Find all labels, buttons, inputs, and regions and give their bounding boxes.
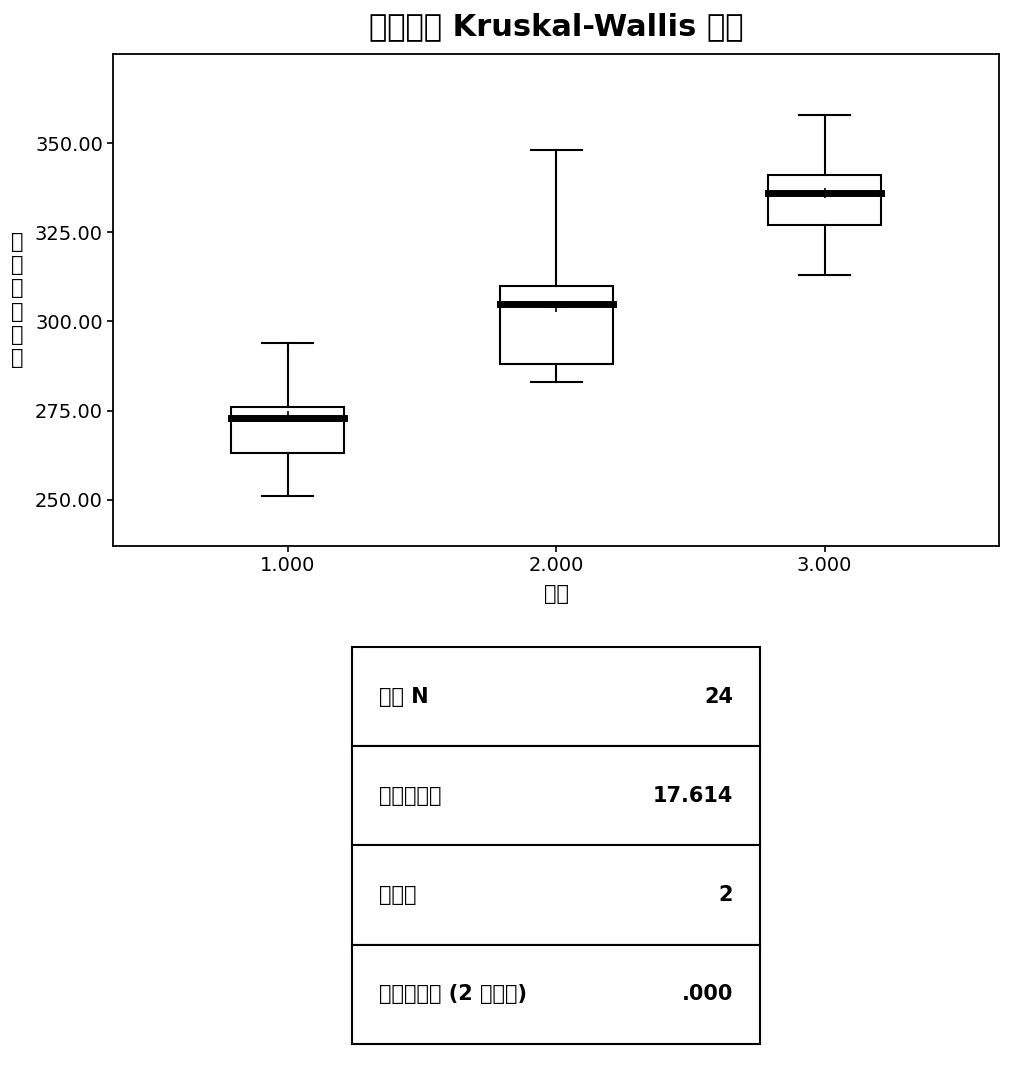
Text: 測試統計量: 測試統計量: [379, 786, 442, 806]
Text: 漸進題著性 (2 遙檢定): 漸進題著性 (2 遙檢定): [379, 984, 527, 1004]
Bar: [232, 407, 344, 454]
FancyBboxPatch shape: [352, 846, 760, 944]
Text: 24: 24: [705, 687, 733, 707]
Y-axis label: 親
水
性
溶
酶
素: 親 水 性 溶 酶 素: [11, 232, 24, 368]
Text: .000: .000: [682, 984, 733, 1004]
Bar: [500, 286, 613, 364]
Text: 自由度: 自由度: [379, 885, 416, 905]
FancyBboxPatch shape: [352, 944, 760, 1044]
Text: 總數 N: 總數 N: [379, 687, 428, 707]
FancyBboxPatch shape: [352, 648, 760, 746]
Title: 独立樣本 Kruskal-Wallis 檢定: 独立樣本 Kruskal-Wallis 檢定: [369, 12, 744, 41]
Text: 17.614: 17.614: [653, 786, 733, 806]
X-axis label: 分組: 分組: [544, 584, 569, 604]
Bar: [768, 175, 881, 225]
FancyBboxPatch shape: [352, 746, 760, 846]
Text: 2: 2: [719, 885, 733, 905]
